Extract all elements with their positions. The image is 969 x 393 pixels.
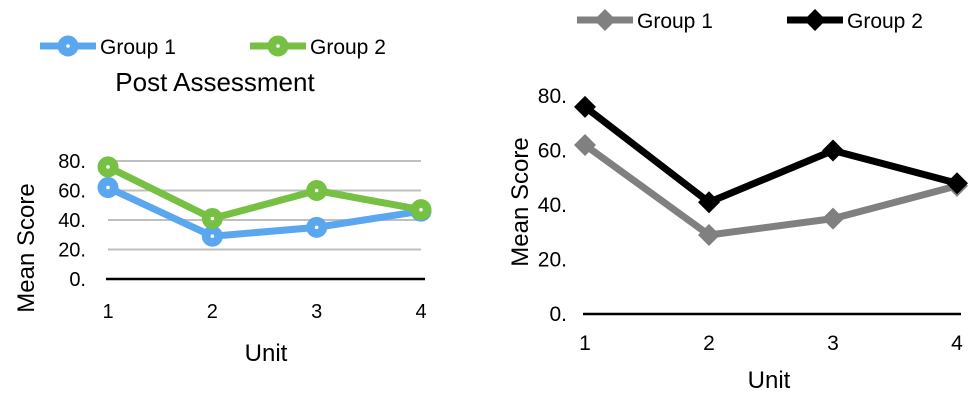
x-tick-label: 2 bbox=[207, 301, 218, 323]
data-point bbox=[574, 134, 596, 157]
y-axis-title: Mean Score bbox=[507, 137, 534, 266]
data-point-center bbox=[210, 234, 215, 239]
legend-label: Group 2 bbox=[310, 36, 386, 59]
y-tick-label: 80. bbox=[58, 151, 86, 173]
y-tick-label: 80. bbox=[538, 85, 567, 108]
data-point-center bbox=[106, 165, 110, 169]
x-tick-label: 3 bbox=[827, 332, 839, 355]
data-point bbox=[698, 223, 720, 246]
chart-right: 0. 20. 40. 60. 80. 1 2 3 4 Unit Mean Score Group 1 G… bbox=[507, 9, 968, 393]
legend-label: Group 2 bbox=[847, 10, 923, 33]
legend-item-2: Group 2 bbox=[787, 9, 923, 33]
data-point-center bbox=[314, 188, 319, 193]
x-tick-label: 1 bbox=[579, 332, 591, 355]
chart-title: Post Assessment bbox=[115, 67, 315, 97]
y-tick-label: 40. bbox=[538, 194, 567, 217]
series-line-2 bbox=[104, 163, 425, 223]
x-axis-title: Unit bbox=[245, 340, 288, 367]
x-tick-label: 1 bbox=[102, 301, 113, 323]
legend-marker-center bbox=[66, 44, 70, 48]
y-tick-label: 60. bbox=[58, 181, 86, 203]
y-tick-label: 0. bbox=[69, 269, 86, 291]
legend-item-1: Group 1 bbox=[577, 9, 713, 33]
legend-marker-center bbox=[276, 44, 280, 48]
data-point-center bbox=[314, 225, 319, 230]
legend-marker bbox=[804, 9, 826, 31]
data-point-center bbox=[210, 216, 215, 221]
x-tick-label: 4 bbox=[415, 301, 426, 323]
legend-item-2: Group 2 bbox=[250, 35, 386, 59]
y-axis-title: Mean Score bbox=[13, 183, 40, 312]
x-axis-title: Unit bbox=[748, 367, 791, 393]
chart-left: 0. 20. 40. 60. 80. 1 2 3 4 Unit Mean Score Post Ass… bbox=[13, 35, 432, 367]
y-tick-label: 40. bbox=[58, 210, 86, 232]
legend-label: Group 1 bbox=[100, 36, 176, 59]
series-line-1 bbox=[581, 141, 961, 239]
data-point bbox=[822, 207, 844, 230]
data-point-center bbox=[106, 185, 110, 190]
data-point bbox=[946, 172, 968, 195]
x-tick-label: 4 bbox=[951, 332, 963, 355]
legend-item-1: Group 1 bbox=[40, 35, 176, 59]
x-tick-label: 3 bbox=[311, 301, 322, 323]
x-tick-label: 2 bbox=[703, 332, 715, 355]
data-point bbox=[822, 139, 844, 162]
y-tick-label: 60. bbox=[538, 140, 567, 163]
data-point bbox=[574, 95, 596, 118]
y-tick-label: 20. bbox=[538, 249, 567, 272]
y-tick-label: 20. bbox=[58, 240, 86, 262]
legend-label: Group 1 bbox=[637, 10, 713, 33]
data-point-center bbox=[419, 207, 423, 212]
series-line-1 bbox=[104, 184, 425, 240]
data-point bbox=[698, 191, 720, 214]
legend-marker bbox=[594, 9, 616, 31]
series-line-2 bbox=[581, 103, 961, 206]
y-tick-label: 0. bbox=[549, 303, 567, 326]
